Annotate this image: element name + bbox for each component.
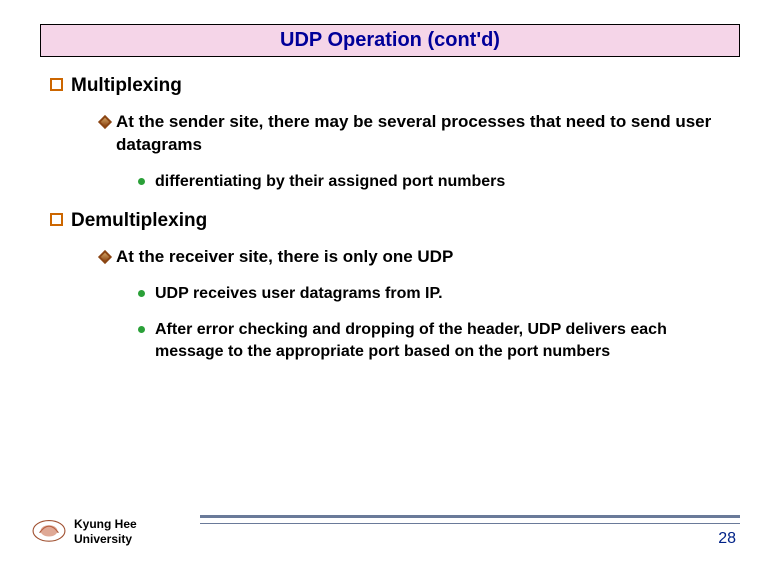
sub-list-item: UDP receives user datagrams from IP.	[138, 283, 730, 305]
sub-list-item-text: differentiating by their assigned port n…	[155, 171, 505, 193]
sub-list-item-text: UDP receives user datagrams from IP.	[155, 283, 443, 305]
section-demultiplexing: Demultiplexing At the receiver site, the…	[50, 210, 730, 362]
list-item-text: At the receiver site, there is only one …	[116, 246, 453, 269]
list-item: At the receiver site, there is only one …	[100, 246, 730, 269]
dot-bullet-icon	[138, 326, 145, 333]
footer-rule-thin	[200, 523, 740, 524]
section-heading-row: Demultiplexing	[50, 210, 730, 232]
list-item: At the sender site, there may be several…	[100, 111, 730, 157]
slide-title-bar: UDP Operation (cont'd)	[40, 24, 740, 57]
dot-bullet-icon	[138, 178, 145, 185]
diamond-bullet-icon	[98, 115, 112, 129]
university-line1: Kyung Hee	[74, 517, 137, 531]
page-number: 28	[718, 530, 736, 548]
square-bullet-icon	[50, 78, 63, 91]
section-heading: Demultiplexing	[71, 210, 207, 232]
list-item-text: At the sender site, there may be several…	[116, 111, 730, 157]
square-bullet-icon	[50, 213, 63, 226]
sub-list-item: After error checking and dropping of the…	[138, 319, 730, 362]
university-name: Kyung Hee University	[74, 517, 137, 546]
dot-bullet-icon	[138, 290, 145, 297]
slide-title: UDP Operation (cont'd)	[280, 29, 500, 51]
diamond-bullet-icon	[98, 250, 112, 264]
sub-list-item-text: After error checking and dropping of the…	[155, 319, 730, 362]
section-heading: Multiplexing	[71, 75, 182, 97]
university-line2: University	[74, 532, 132, 546]
footer-rule-thick	[200, 515, 740, 518]
sub-list-item: differentiating by their assigned port n…	[138, 171, 730, 193]
section-multiplexing: Multiplexing At the sender site, there m…	[50, 75, 730, 192]
slide-content: Multiplexing At the sender site, there m…	[0, 57, 780, 362]
slide-footer: Kyung Hee University 28	[0, 500, 780, 550]
section-heading-row: Multiplexing	[50, 75, 730, 97]
